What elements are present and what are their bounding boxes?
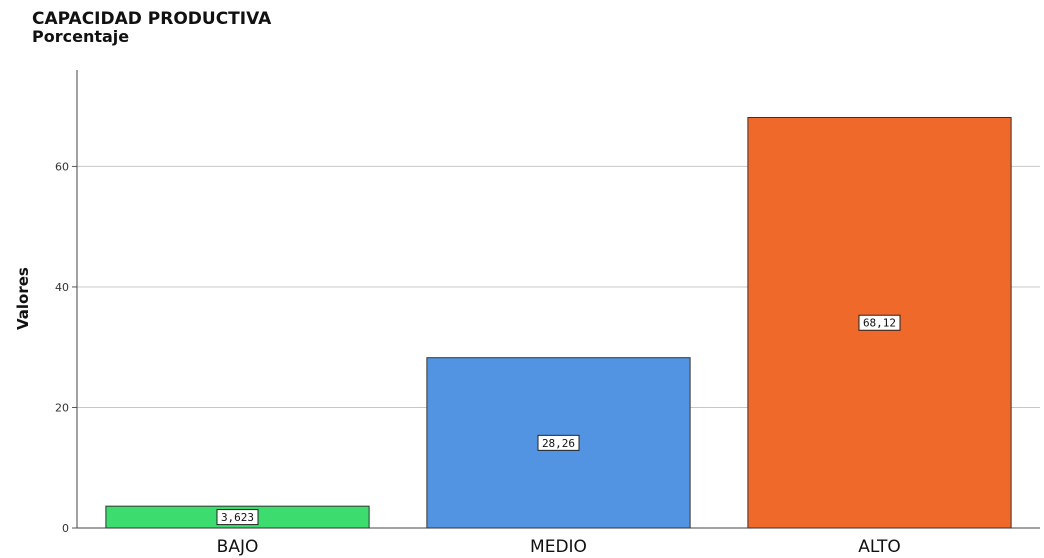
y-tick-label: 20 [55,401,69,414]
y-tick-label: 40 [55,281,69,294]
value-label: 68,12 [863,317,896,330]
value-label: 3,623 [221,511,254,524]
category-label: BAJO [217,537,259,557]
chart-title: CAPACIDAD PRODUCTIVA [32,9,272,29]
category-label: ALTO [858,537,901,557]
value-labels: 3,623 28,26 68,12 [216,314,901,526]
value-label: 28,26 [542,437,575,450]
y-tick-label: 0 [62,522,69,535]
value-label-box [537,434,580,451]
value-label-box [216,509,259,526]
category-labels: BAJO MEDIO ALTO [217,537,901,557]
category-label: MEDIO [530,537,587,557]
y-tick-labels: 0 20 40 60 [55,160,69,535]
chart-subtitle: Porcentaje [32,27,130,46]
y-tick-label: 60 [55,160,69,173]
value-label-box [858,314,901,331]
